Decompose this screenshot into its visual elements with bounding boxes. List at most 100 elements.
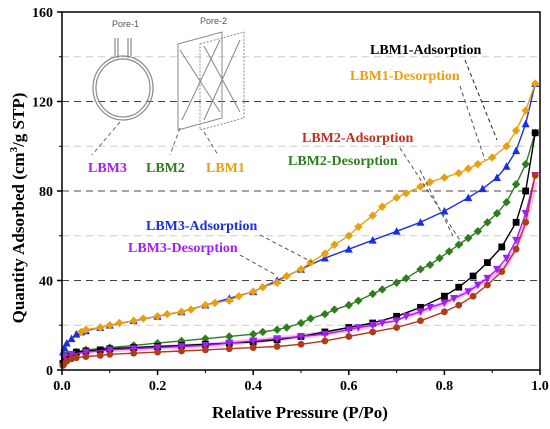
data-point bbox=[96, 352, 104, 359]
data-point bbox=[258, 327, 267, 337]
data-point bbox=[154, 348, 162, 356]
data-point bbox=[153, 312, 162, 321]
data-point bbox=[72, 354, 80, 362]
data-point bbox=[82, 353, 90, 360]
data-point bbox=[62, 338, 71, 347]
data-point bbox=[201, 341, 210, 350]
series-lbm3-adsorption bbox=[58, 79, 540, 356]
pore-1-label: Pore-1 bbox=[112, 19, 139, 29]
data-point bbox=[249, 344, 257, 352]
data-point bbox=[464, 164, 473, 173]
pore-inset: Pore-1 Pore-2 bbox=[91, 16, 245, 156]
annotation-labels: LBM1-Adsorption LBM1-Desorption LBM2-Ads… bbox=[88, 43, 481, 256]
data-point bbox=[498, 243, 506, 251]
data-point bbox=[416, 182, 425, 191]
data-point bbox=[282, 271, 291, 281]
data-point bbox=[502, 254, 511, 263]
data-point bbox=[139, 314, 148, 323]
label-lbm1-desorption: LBM1-Desorption bbox=[350, 69, 460, 84]
data-point bbox=[106, 350, 114, 358]
data-point bbox=[225, 296, 234, 305]
data-point bbox=[441, 308, 448, 316]
data-point bbox=[162, 309, 172, 319]
data-point bbox=[444, 247, 454, 256]
data-point bbox=[178, 347, 185, 355]
data-point bbox=[425, 177, 435, 187]
data-point bbox=[297, 333, 305, 341]
label-lbm1-adsorption: LBM1-Adsorption bbox=[370, 43, 481, 58]
data-point bbox=[455, 301, 463, 309]
data-point bbox=[249, 337, 258, 346]
data-point bbox=[63, 353, 71, 360]
y-tick-label: 160 bbox=[32, 6, 53, 21]
data-point bbox=[225, 339, 234, 348]
data-point bbox=[521, 119, 530, 128]
data-point bbox=[435, 253, 444, 263]
data-point bbox=[484, 281, 491, 289]
data-point bbox=[521, 159, 530, 169]
data-point bbox=[330, 240, 339, 249]
data-point bbox=[258, 283, 267, 292]
data-point bbox=[320, 249, 330, 258]
data-point bbox=[282, 323, 291, 332]
data-point bbox=[401, 189, 411, 198]
series-lbm3-desorption bbox=[60, 171, 540, 361]
data-point bbox=[393, 324, 400, 331]
data-point bbox=[531, 129, 539, 137]
data-point bbox=[502, 197, 511, 207]
annotation-arrows bbox=[239, 59, 498, 276]
data-point bbox=[177, 343, 186, 351]
data-point bbox=[354, 324, 363, 332]
data-point bbox=[225, 332, 234, 341]
data-point bbox=[464, 233, 473, 243]
data-point bbox=[129, 345, 138, 353]
data-point bbox=[425, 260, 435, 270]
data-point bbox=[249, 287, 258, 296]
data-point bbox=[478, 184, 487, 193]
data-point bbox=[201, 300, 210, 310]
data-point bbox=[378, 285, 387, 294]
data-point bbox=[473, 227, 483, 236]
data-point bbox=[344, 244, 353, 253]
data-point bbox=[153, 344, 162, 352]
data-point bbox=[522, 187, 530, 195]
data-point bbox=[473, 159, 483, 169]
data-point bbox=[272, 278, 282, 287]
data-point bbox=[76, 327, 86, 337]
data-point bbox=[368, 211, 377, 220]
data-point bbox=[492, 173, 501, 181]
series-lbm2-adsorption bbox=[59, 171, 539, 369]
data-point bbox=[378, 202, 387, 211]
data-point bbox=[354, 222, 363, 231]
data-point bbox=[512, 236, 521, 245]
data-point bbox=[454, 168, 463, 178]
data-point bbox=[105, 346, 114, 355]
y-axis-title: Quantity Adsorbed (cm3/g STP) bbox=[8, 93, 28, 324]
data-point bbox=[67, 334, 76, 343]
y-tick-label: 120 bbox=[32, 96, 53, 111]
data-point bbox=[521, 106, 530, 115]
series-line bbox=[62, 83, 536, 353]
data-point bbox=[345, 333, 353, 340]
data-point bbox=[440, 206, 449, 215]
x-tick-label: 0.8 bbox=[436, 379, 454, 394]
data-point bbox=[455, 283, 463, 291]
data-point bbox=[344, 326, 353, 334]
label-lbm3-desorption: LBM3-Desorption bbox=[128, 241, 238, 256]
data-point bbox=[522, 218, 530, 226]
label-lbm2-desorption: LBM2-Desorption bbox=[288, 154, 398, 169]
data-point bbox=[393, 312, 400, 320]
data-point bbox=[502, 142, 511, 151]
data-point bbox=[511, 126, 521, 135]
data-point bbox=[96, 323, 105, 332]
data-point bbox=[392, 278, 401, 287]
x-tick-label: 1.0 bbox=[531, 379, 549, 394]
data-point bbox=[272, 325, 282, 334]
label-lbm1: LBM1 bbox=[206, 161, 245, 176]
x-tick-label: 0.4 bbox=[244, 379, 262, 394]
data-point bbox=[392, 193, 401, 202]
data-point bbox=[512, 245, 520, 253]
data-point bbox=[441, 292, 448, 300]
data-point bbox=[512, 218, 520, 226]
